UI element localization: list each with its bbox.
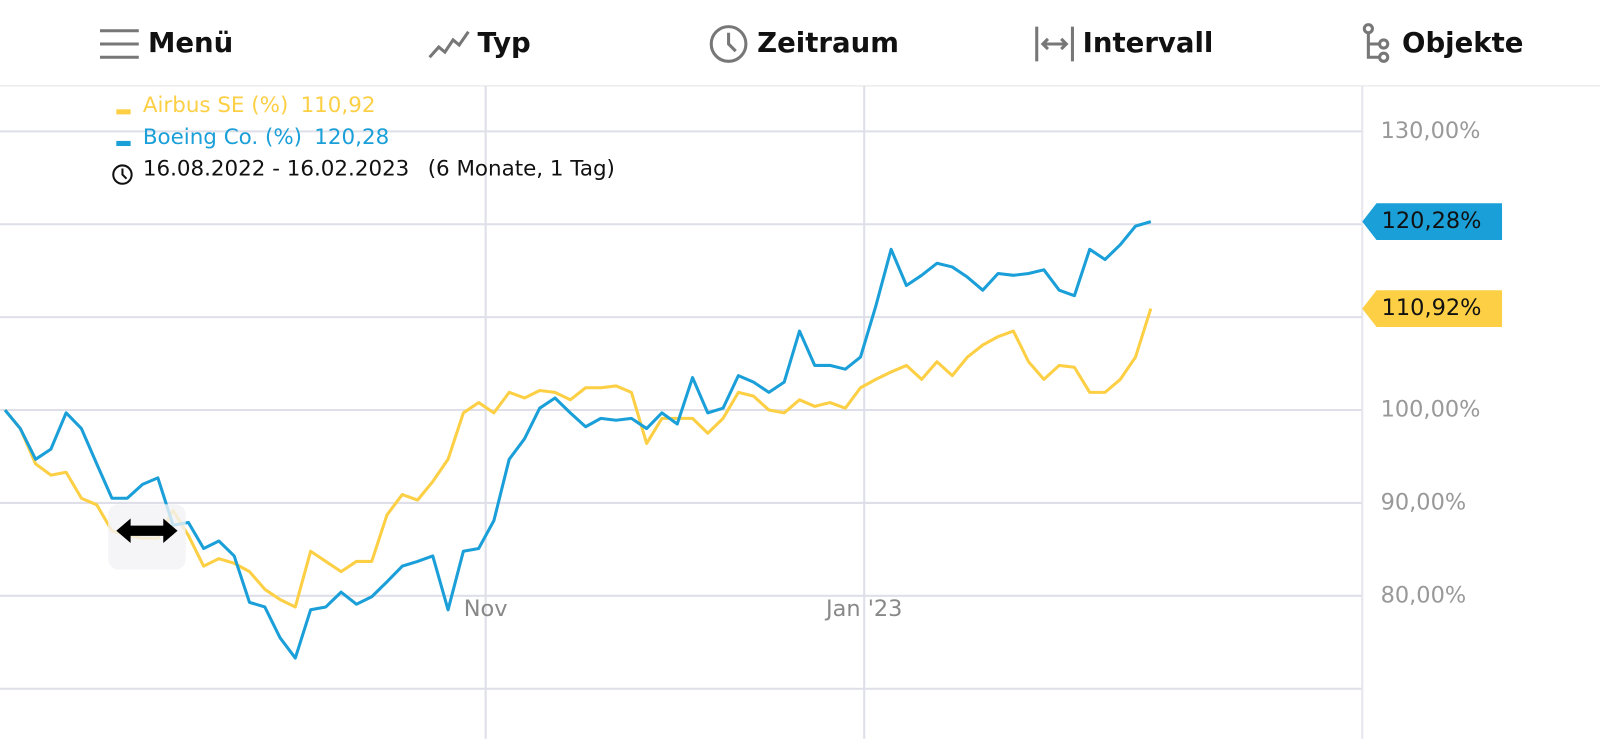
legend-name: Boeing Co. (%) [143, 125, 302, 150]
x-tick-label: Nov [464, 596, 508, 622]
value-badge: 110,92% [1362, 290, 1503, 327]
clock-hands [727, 32, 737, 53]
clock-icon [112, 164, 133, 185]
y-tick-label: 100,00% [1381, 397, 1481, 423]
toolbar-label: Objekte [1402, 27, 1523, 59]
interval-icon [1035, 26, 1074, 62]
y-tick-label: 80,00% [1381, 582, 1467, 608]
objects-icon [1366, 30, 1380, 59]
y-tick-label: 90,00% [1381, 489, 1467, 515]
clock-icon [709, 25, 748, 63]
chart: 80,00% 90,00% 100,00% 130,00% Nov Jan '23 110,… [0, 85, 1503, 739]
badge-shape [1362, 290, 1503, 327]
period-button[interactable]: Zeitraum [709, 25, 899, 63]
date-range: 16.08.2022 - 16.02.2023 [143, 157, 409, 182]
legend-value: 120,28 [314, 125, 389, 150]
handle-arrow [116, 518, 178, 543]
menu-icon [100, 29, 139, 59]
series-line [3, 308, 1153, 609]
type-icon [428, 30, 470, 59]
objects-button[interactable]: Objekte [1362, 23, 1523, 63]
toolbar-label: Zeitraum [757, 27, 899, 59]
legend-value: 110,92 [301, 93, 376, 118]
objects-node [1378, 51, 1390, 63]
drag-handle[interactable] [108, 504, 186, 570]
toolbar-label: Intervall [1083, 27, 1214, 59]
series-line [3, 220, 1152, 660]
type-button[interactable]: Typ [428, 27, 531, 59]
badge-shape [1362, 203, 1503, 241]
legend-name: Airbus SE (%) [143, 93, 288, 118]
objects-node [1378, 38, 1390, 50]
value-badge: 120,28% [1362, 203, 1503, 241]
toolbar: Menü Typ Zeitraum Intervall Objekte [0, 23, 1600, 87]
legend-marker [116, 140, 131, 147]
period-length: (6 Monate, 1 Tag) [428, 157, 615, 182]
menu-button[interactable]: Menü [100, 27, 233, 59]
y-tick-label: 130,00% [1381, 118, 1481, 144]
clock-hands [121, 168, 128, 180]
objects-node [1362, 23, 1374, 35]
badge-label: 110,92% [1382, 295, 1482, 321]
legend-marker [116, 109, 131, 115]
badge-label: 120,28% [1382, 208, 1482, 234]
interval-button[interactable]: Intervall [1035, 26, 1214, 62]
toolbar-label: Menü [148, 27, 233, 59]
toolbar-label: Typ [478, 27, 531, 59]
handle-bg [108, 504, 186, 570]
x-tick-label: Jan '23 [824, 596, 902, 622]
